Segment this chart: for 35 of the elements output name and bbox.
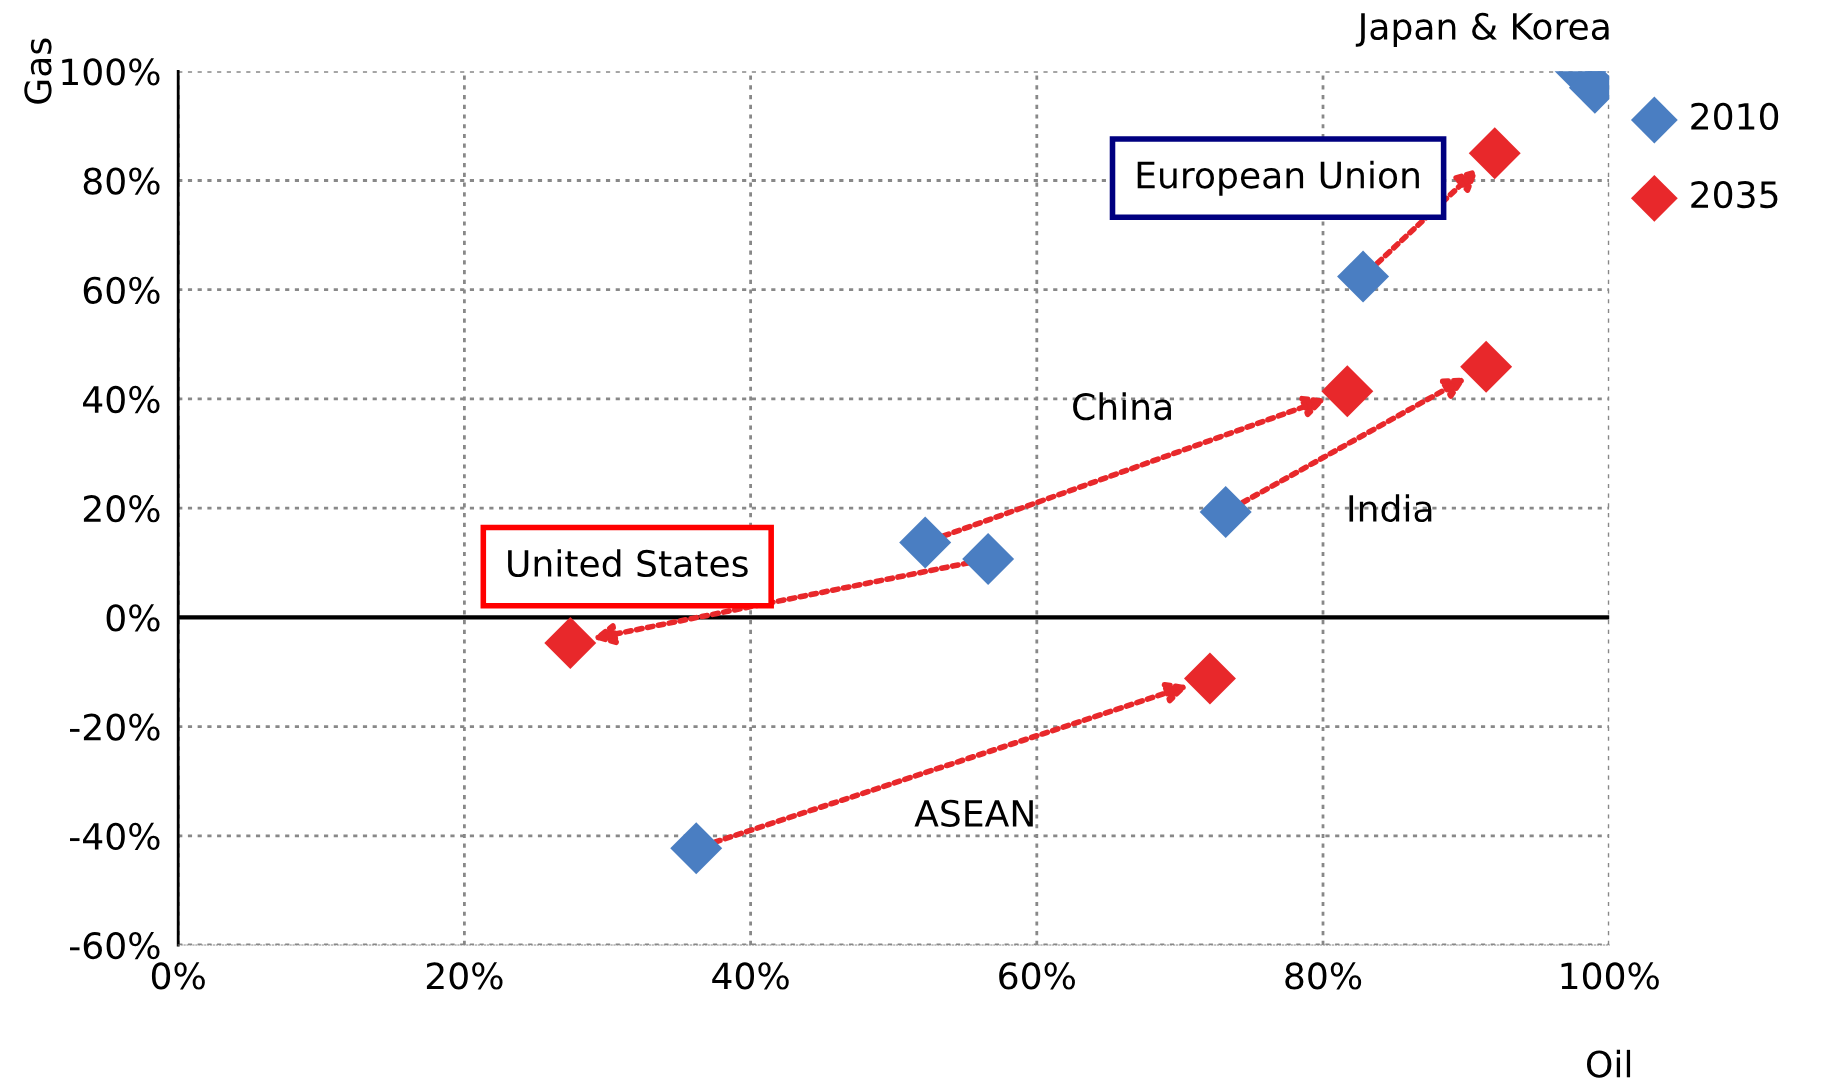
y-tick-label: 40%	[83, 385, 160, 414]
annotation: Japan & Korea	[1355, 12, 1609, 48]
annotation: India	[1349, 494, 1432, 523]
point	[1337, 250, 1390, 303]
x-tick-label: 0%	[151, 962, 205, 990]
legend-label: 2035	[1691, 180, 1778, 209]
point	[1183, 652, 1236, 705]
legend-label: 2010	[1691, 102, 1779, 130]
point	[1460, 340, 1513, 393]
y-tick-label: 60%	[83, 276, 160, 304]
x-tick-label: 20%	[426, 962, 503, 990]
point	[899, 516, 952, 569]
y-tick-label: 20%	[83, 495, 160, 523]
y-tick-label: 80%	[83, 167, 160, 195]
annotation: ASEAN	[914, 799, 1033, 828]
y-tick-label: 0%	[106, 604, 160, 632]
y-tick-label: 100%	[62, 58, 160, 86]
point	[1321, 365, 1374, 418]
y-axis-title: Gas	[24, 38, 52, 104]
point	[1468, 127, 1521, 180]
annotation: European Union	[1137, 160, 1419, 196]
point	[544, 617, 597, 669]
annotation: United States	[508, 549, 748, 578]
y-tick-label: -60%	[70, 931, 160, 960]
point	[1199, 485, 1252, 538]
x-tick-label: 40%	[712, 962, 789, 990]
x-tick-label: 80%	[1285, 962, 1362, 990]
x-tick-label: 100%	[1561, 962, 1659, 990]
y-tick-label: -20%	[70, 713, 160, 741]
x-tick-label: 60%	[999, 962, 1075, 990]
annotation: China	[1073, 392, 1171, 421]
y-tick-label: -40%	[70, 822, 160, 851]
x-axis-title: Oil	[1586, 1049, 1631, 1078]
point	[962, 532, 1015, 585]
point	[670, 822, 723, 875]
